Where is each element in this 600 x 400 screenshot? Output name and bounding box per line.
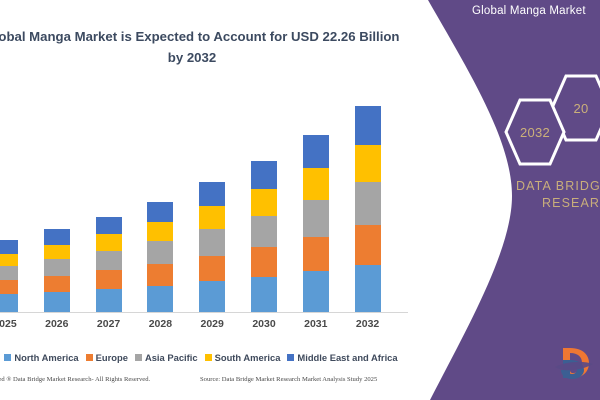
bar-segment-south-america[interactable] bbox=[302, 168, 329, 201]
legend-swatch-icon bbox=[204, 354, 212, 361]
legend-label: Asia Pacific bbox=[144, 352, 198, 363]
bar-segment-south-america[interactable] bbox=[0, 253, 18, 266]
x-axis-label-2026: 2026 bbox=[45, 318, 69, 330]
legend-label: North America bbox=[14, 352, 79, 363]
legend-swatch-icon bbox=[85, 354, 93, 361]
legend-swatch-icon bbox=[287, 354, 295, 361]
x-axis-label-2030: 2030 bbox=[252, 318, 276, 330]
bar-2031[interactable] bbox=[302, 135, 329, 312]
x-axis-label-2028: 2028 bbox=[148, 318, 173, 330]
white-wedge-shape bbox=[408, 0, 512, 400]
legend-swatch-icon bbox=[134, 354, 142, 361]
brand-panel: Global Manga Market 20 2032 DATA BRIDGE … bbox=[408, 0, 600, 400]
bar-segment-middle-east-and-africa[interactable] bbox=[95, 216, 122, 235]
chart-legend: North America Europe Asia Pacific South Ame… bbox=[0, 352, 416, 363]
legend-swatch-icon bbox=[4, 354, 12, 361]
x-axis-label-2032: 2032 bbox=[355, 318, 380, 330]
bar-segment-north-america[interactable] bbox=[0, 294, 18, 312]
bar-segment-asia-pacific[interactable] bbox=[147, 241, 174, 264]
chart-title: Global Manga Market is Expected to Accou… bbox=[0, 29, 400, 65]
bar-segment-north-america[interactable] bbox=[354, 264, 381, 312]
bar-segment-south-america[interactable] bbox=[199, 206, 226, 230]
brand-line-2: RESEARCH bbox=[542, 196, 600, 210]
data-bridge-logo-icon bbox=[555, 348, 593, 379]
bar-2029[interactable] bbox=[199, 181, 226, 312]
bar-segment-europe[interactable] bbox=[43, 275, 70, 293]
bar-segment-middle-east-and-africa[interactable] bbox=[147, 201, 174, 222]
bar-segment-asia-pacific[interactable] bbox=[251, 216, 277, 248]
x-axis-label-2031: 2031 bbox=[304, 318, 328, 330]
source-text: Source: Data Bridge Market Research Mark… bbox=[200, 376, 378, 383]
x-axis-labels: 2025 2026 2027 2028 2029 2030 2031 2032 bbox=[0, 318, 412, 338]
bar-segment-europe[interactable] bbox=[199, 255, 226, 282]
legend-item-asia-pacific[interactable]: Asia Pacific bbox=[134, 352, 198, 363]
bar-segment-middle-east-and-africa[interactable] bbox=[199, 181, 226, 206]
bar-segment-asia-pacific[interactable] bbox=[0, 265, 18, 280]
bar-segment-europe[interactable] bbox=[302, 236, 329, 272]
bar-segment-north-america[interactable] bbox=[199, 281, 226, 312]
bar-segment-north-america[interactable] bbox=[251, 276, 277, 312]
bar-segment-middle-east-and-africa[interactable] bbox=[302, 135, 329, 169]
bar-segment-europe[interactable] bbox=[354, 224, 381, 265]
bar-segment-south-america[interactable] bbox=[43, 244, 70, 259]
bar-segment-europe[interactable] bbox=[95, 270, 122, 289]
panel-title: Global Manga Market bbox=[472, 5, 586, 17]
bar-2028[interactable] bbox=[147, 201, 174, 312]
bar-segment-asia-pacific[interactable] bbox=[199, 229, 226, 256]
chart-plot-area bbox=[0, 90, 412, 314]
bar-segment-north-america[interactable] bbox=[95, 288, 122, 312]
bar-segment-north-america[interactable] bbox=[147, 285, 174, 312]
bar-segment-middle-east-and-africa[interactable] bbox=[251, 161, 277, 190]
hexagon-secondary-label: 20 bbox=[573, 100, 589, 116]
brand-line-1: DATA BRIDGE bbox=[516, 179, 600, 193]
bar-2032[interactable] bbox=[354, 105, 381, 312]
legend-item-middle-east-and-africa[interactable]: Middle East and Africa bbox=[287, 352, 398, 363]
footer: ...tected ® Data Bridge Market Research-… bbox=[0, 376, 412, 392]
legend-item-europe[interactable]: Europe bbox=[85, 352, 128, 363]
bar-segment-middle-east-and-africa[interactable] bbox=[43, 229, 70, 245]
bar-segment-asia-pacific[interactable] bbox=[43, 259, 70, 276]
bar-segment-south-america[interactable] bbox=[147, 222, 174, 242]
bar-segment-south-america[interactable] bbox=[251, 189, 277, 217]
bar-2025[interactable] bbox=[0, 240, 18, 312]
legend-label: South America bbox=[214, 352, 281, 363]
legend-item-north-america[interactable]: North America bbox=[4, 352, 79, 363]
bar-segment-europe[interactable] bbox=[251, 247, 277, 277]
bar-2026[interactable] bbox=[43, 229, 70, 312]
legend-label: Europe bbox=[95, 352, 128, 363]
bar-segment-middle-east-and-africa[interactable] bbox=[0, 240, 18, 254]
hexagon-badge-primary: 2032 bbox=[504, 97, 566, 167]
x-axis-line bbox=[0, 312, 410, 313]
bar-2030[interactable] bbox=[251, 161, 277, 312]
bar-segment-north-america[interactable] bbox=[43, 292, 70, 312]
bar-segment-asia-pacific[interactable] bbox=[95, 250, 122, 271]
bar-segment-south-america[interactable] bbox=[95, 234, 122, 251]
x-axis-label-2025: 2025 bbox=[0, 318, 17, 330]
bar-segment-south-america[interactable] bbox=[354, 144, 381, 183]
bar-segment-europe[interactable] bbox=[147, 263, 174, 286]
bar-segment-middle-east-and-africa[interactable] bbox=[354, 105, 381, 145]
bar-segment-asia-pacific[interactable] bbox=[354, 182, 381, 225]
bar-segment-north-america[interactable] bbox=[302, 271, 329, 312]
legend-label: Middle East and Africa bbox=[297, 352, 398, 363]
x-axis-label-2029: 2029 bbox=[200, 318, 224, 330]
legend-item-south-america[interactable]: South America bbox=[204, 352, 281, 363]
bar-segment-asia-pacific[interactable] bbox=[302, 200, 329, 237]
hexagon-primary-label: 2032 bbox=[519, 124, 551, 140]
bar-2027[interactable] bbox=[95, 216, 122, 312]
brand-wordmark: DATA BRIDGE RESEARCH bbox=[516, 178, 600, 212]
bar-segment-europe[interactable] bbox=[0, 280, 18, 295]
x-axis-label-2027: 2027 bbox=[96, 318, 121, 330]
copyright-text: ...tected ® Data Bridge Market Research-… bbox=[0, 376, 151, 383]
